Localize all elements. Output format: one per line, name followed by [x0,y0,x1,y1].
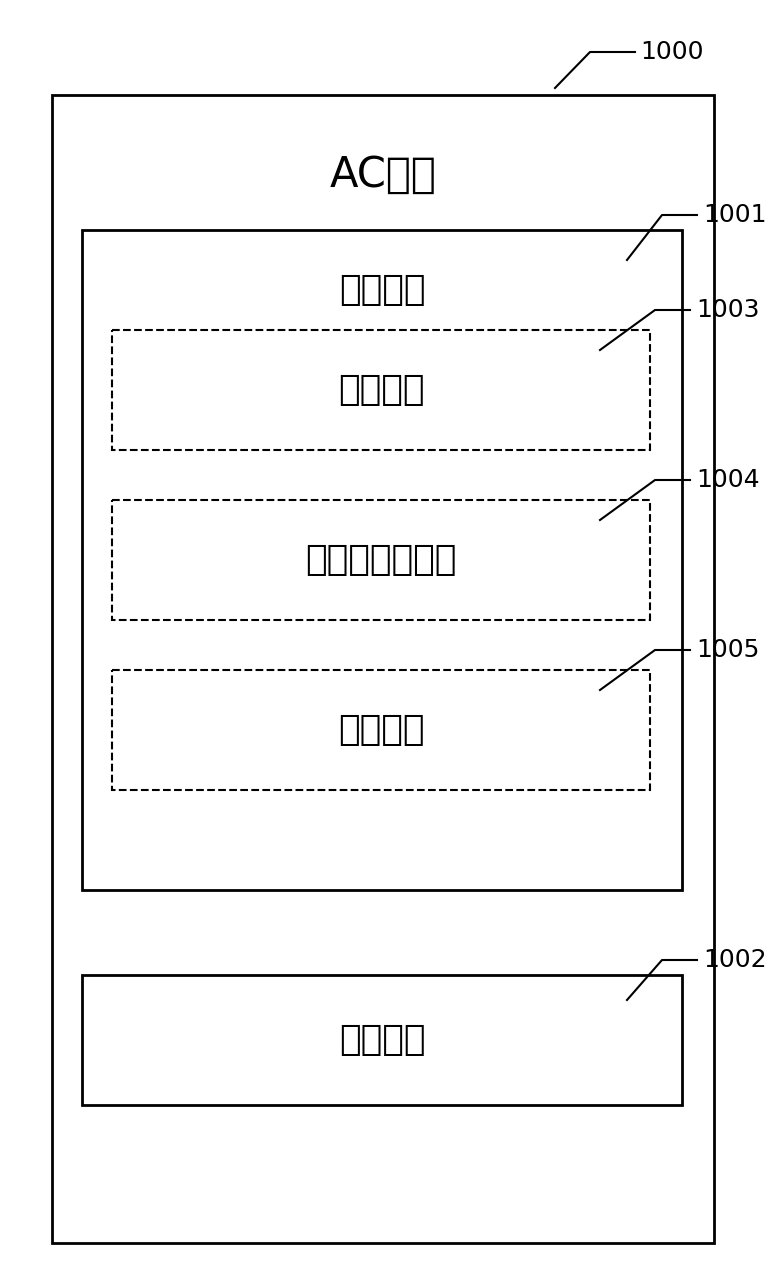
Text: AC设备: AC设备 [329,154,437,196]
Text: 1000: 1000 [640,40,703,64]
Bar [112,501,650,620]
Text: 修正单元: 修正单元 [338,713,424,746]
Text: 修正值获得单元: 修正值获得单元 [306,543,457,577]
Bar [112,329,650,450]
Bar [82,230,682,891]
Text: 预测单元: 预测单元 [339,273,425,308]
Text: 1003: 1003 [696,299,760,322]
Text: 1002: 1002 [703,949,766,972]
Bar [82,976,682,1106]
Bar [112,671,650,790]
Bar [52,95,714,1243]
Text: 1004: 1004 [696,468,760,492]
Text: 输出单元: 输出单元 [339,1023,425,1057]
Text: 1005: 1005 [696,638,759,662]
Text: 1001: 1001 [703,203,766,227]
Text: 计算单元: 计算单元 [338,373,424,407]
